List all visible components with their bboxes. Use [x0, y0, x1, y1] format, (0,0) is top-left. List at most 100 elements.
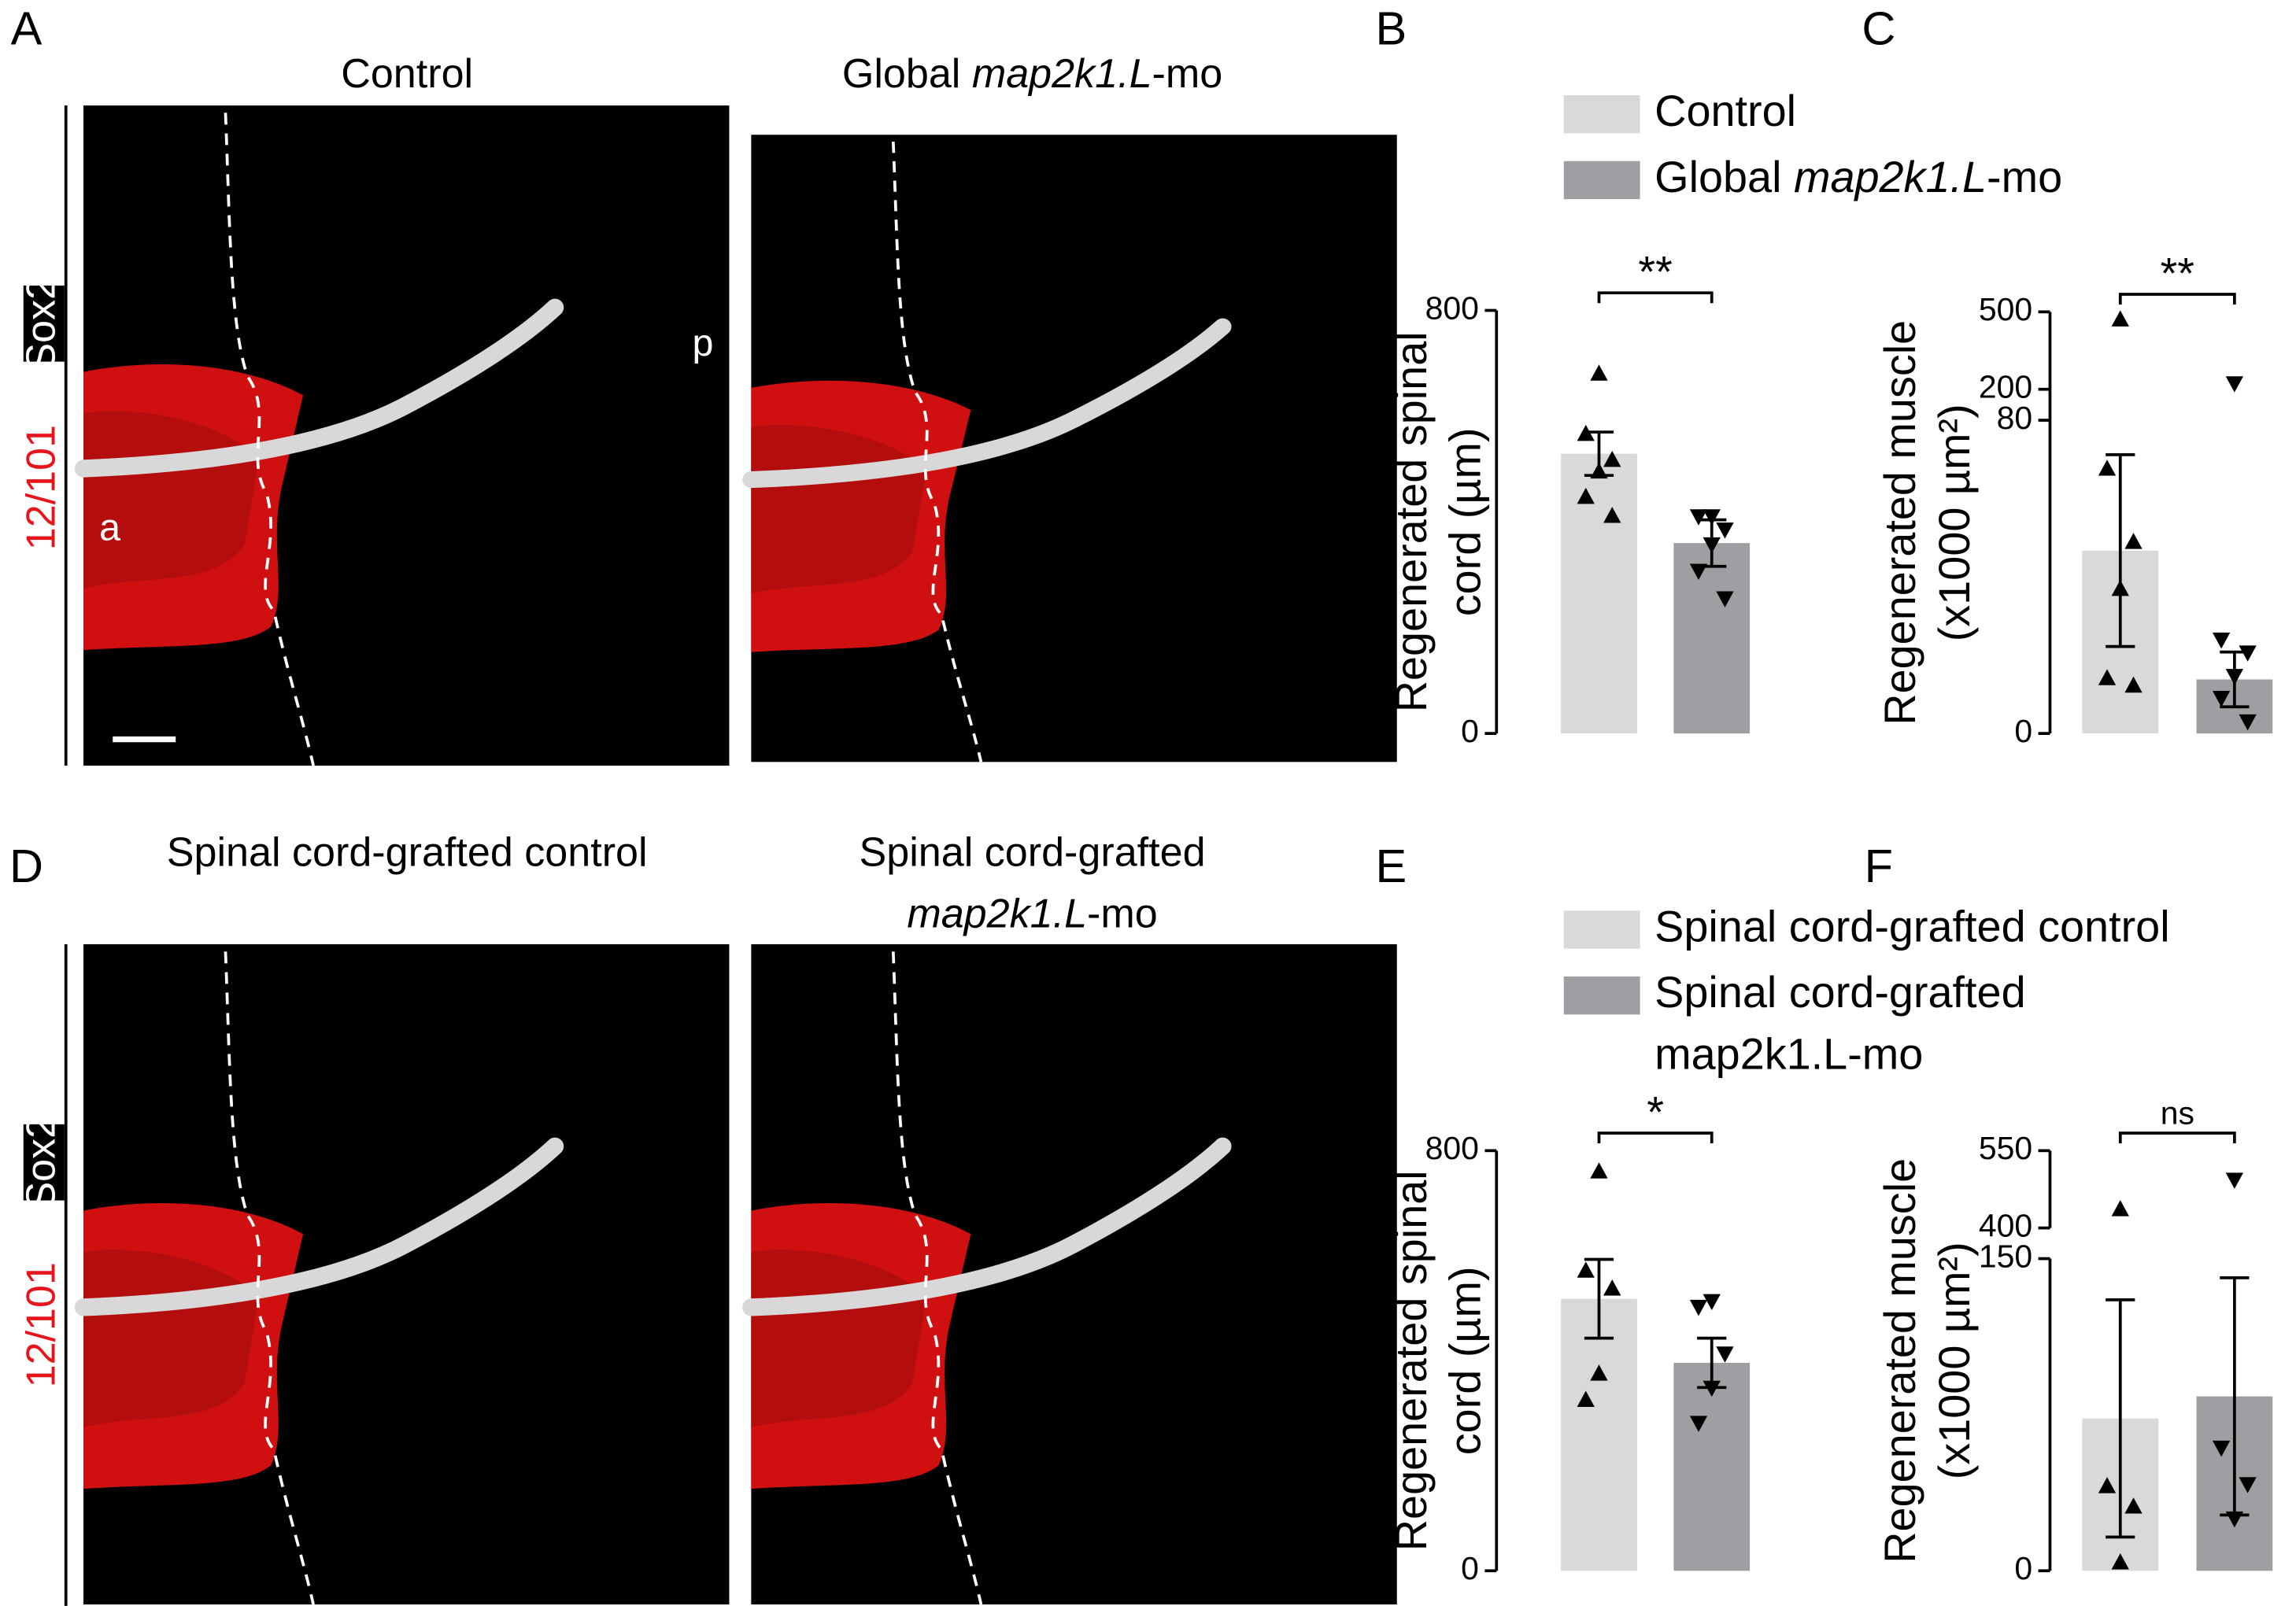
legend-label-part: map2k1.L [1794, 152, 1987, 201]
legend-label: map2k1.L-mo [1655, 1028, 1923, 1078]
micrograph [83, 944, 729, 1604]
y-tick-label: 800 [1425, 290, 1479, 326]
significance-label: * [1647, 1087, 1664, 1136]
y-axis-label: cord (µm) [1440, 427, 1490, 616]
data-point [1689, 1416, 1708, 1432]
stain-box [23, 1124, 65, 1201]
legend-label-part: Spinal cord-grafted control [1655, 901, 2169, 951]
data-point [1689, 509, 1708, 526]
stain-box [23, 285, 65, 362]
image-title: Control [341, 51, 473, 97]
data-point [2124, 676, 2143, 693]
y-tick-label: 500 [1979, 291, 2032, 327]
micrograph [83, 105, 729, 766]
legend-label-part: -mo [1987, 152, 2062, 201]
legend-label: Global map2k1.L-mo [1655, 152, 2062, 201]
legend-label: Control [1655, 86, 1796, 135]
data-point [1603, 507, 1621, 523]
data-point [2225, 1511, 2244, 1528]
panel-label: A [11, 2, 43, 55]
image-title: Global map2k1.L-mo [842, 51, 1222, 97]
legend-label: Spinal cord-grafted [1655, 967, 2025, 1017]
data-point [1703, 1380, 1721, 1397]
y-axis-label: (x1000 µm²) [1929, 1242, 1979, 1479]
legend-label-part: Spinal cord-grafted [1655, 967, 2025, 1017]
image-title-part: Spinal cord-grafted [860, 829, 1206, 875]
data-point [2225, 669, 2244, 685]
legend-swatch [1563, 161, 1640, 200]
micrograph [751, 944, 1396, 1604]
image-title-part: -mo [1087, 891, 1158, 936]
data-point [1716, 1346, 1734, 1363]
data-point [1603, 1279, 1621, 1296]
data-point [1689, 1299, 1708, 1316]
data-point [1590, 1364, 1608, 1381]
panel-label: D [9, 840, 43, 892]
data-point [2098, 460, 2117, 476]
image-title: Spinal cord-grafted control [167, 829, 648, 875]
data-point [2098, 1477, 2117, 1493]
y-tick-label: 400 [1979, 1207, 2032, 1243]
data-point [1689, 563, 1708, 580]
y-axis-label: Regenerated spinal [1386, 1170, 1436, 1551]
significance-bracket [2118, 293, 2236, 305]
y-tick-label: 150 [1979, 1238, 2032, 1274]
image-title: map2k1.L-mo [907, 891, 1157, 936]
data-point [1577, 1390, 1595, 1407]
legend-swatch [1563, 976, 1640, 1015]
legend-swatch [1563, 95, 1640, 134]
y-axis-label: cord (µm) [1440, 1266, 1490, 1455]
data-point [2225, 376, 2244, 393]
stain-label: Sox2 [19, 277, 65, 371]
y-tick-label: 0 [2014, 713, 2032, 749]
image-title-part: Control [341, 51, 473, 97]
significance-bracket [1597, 291, 1714, 304]
legend-label-part: map2k1.L-mo [1655, 1028, 1923, 1078]
bar [1673, 543, 1751, 734]
data-point [2239, 645, 2257, 662]
legend-label-part: Global [1655, 152, 1794, 201]
bar [1561, 1298, 1637, 1571]
data-point [2239, 1477, 2257, 1493]
data-point [2111, 1552, 2129, 1570]
bar [1673, 1362, 1751, 1571]
data-point [1703, 537, 1721, 554]
y-tick-label: 800 [1425, 1130, 1479, 1166]
image-title-part: map2k1.L [907, 891, 1087, 936]
y-axis-label: Regenerated spinal [1386, 331, 1436, 712]
data-point [1703, 1294, 1721, 1311]
panel-label: F [1865, 840, 1893, 892]
panel-label: E [1375, 840, 1407, 892]
data-point [1703, 509, 1721, 526]
data-point [1577, 487, 1595, 504]
orientation-label: a [99, 506, 120, 548]
data-point [1590, 1162, 1608, 1179]
legend-swatch [1563, 910, 1640, 949]
y-axis-label: Regenerated muscle [1875, 320, 1924, 725]
image-title-part: Spinal cord-grafted control [167, 829, 648, 875]
y-tick-label: 550 [1979, 1130, 2032, 1166]
significance-label: ** [2161, 248, 2194, 297]
bar [1561, 453, 1637, 734]
micrograph [751, 135, 1396, 762]
image-title-part: -mo [1152, 51, 1223, 97]
data-point [2239, 714, 2257, 731]
data-point [2111, 1200, 2129, 1216]
data-point [2124, 533, 2143, 549]
y-tick-label: 200 [1979, 369, 2032, 405]
y-axis-label: (x1000 µm²) [1929, 404, 1979, 641]
data-point [2124, 1497, 2143, 1514]
significance-label: ** [1638, 247, 1672, 297]
data-point [1590, 462, 1608, 479]
orientation-label: p [693, 322, 714, 364]
data-point [2212, 632, 2231, 649]
data-point [1577, 1261, 1595, 1278]
image-title: Spinal cord-grafted [860, 829, 1206, 875]
data-point [1716, 591, 1734, 607]
data-point [1603, 450, 1621, 467]
y-tick-label: 0 [2014, 1550, 2032, 1586]
data-point [1590, 364, 1608, 381]
data-point [2111, 310, 2129, 327]
y-tick-label: 80 [1997, 400, 2033, 436]
